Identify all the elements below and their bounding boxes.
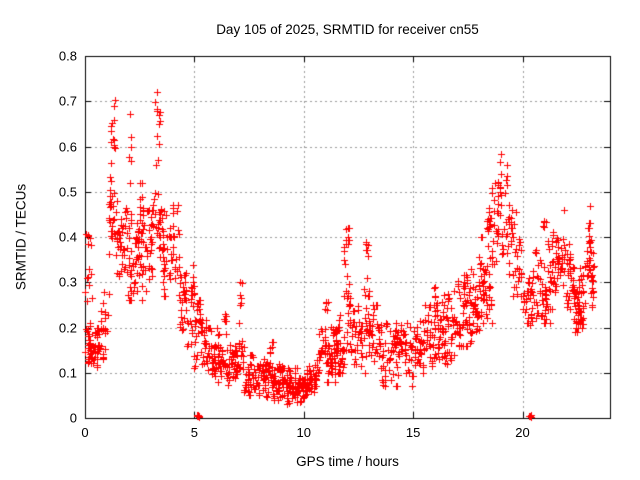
y-tick-label: 0.2 xyxy=(58,320,77,335)
y-tick-label: 0.4 xyxy=(58,229,77,245)
y-tick-label: 0.7 xyxy=(58,93,77,109)
chart-title: Day 105 of 2025, SRMTID for receiver cn5… xyxy=(216,22,479,37)
x-tick-label: 10 xyxy=(296,425,311,440)
y-tick-label: 0.6 xyxy=(58,139,77,154)
x-tick-label: 15 xyxy=(405,425,421,440)
y-tick-label: 0 xyxy=(69,410,77,426)
x-tick-label: 5 xyxy=(190,425,198,440)
y-tick-label: 0.3 xyxy=(58,274,77,290)
y-tick-label: 0.8 xyxy=(58,48,77,64)
x-axis-label: GPS time / hours xyxy=(296,454,399,469)
x-tick-label: 20 xyxy=(515,425,530,440)
y-tick-label: 0.5 xyxy=(58,184,77,200)
y-tick-label: 0.1 xyxy=(58,365,77,381)
x-tick-label: 0 xyxy=(81,425,89,440)
